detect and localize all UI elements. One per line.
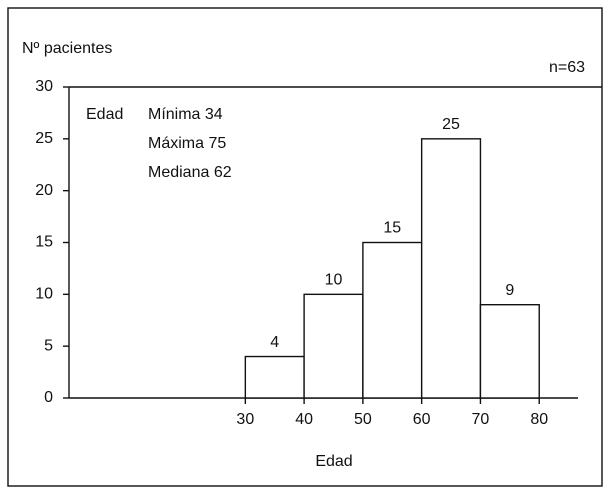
x-tick-label: 40 xyxy=(295,411,313,428)
note: n=63 xyxy=(549,59,585,76)
x-axis-label: Edad xyxy=(315,453,352,470)
y-tick-label: 5 xyxy=(44,337,53,354)
value-label: 25 xyxy=(442,116,460,133)
bar xyxy=(420,138,482,399)
bar xyxy=(362,241,423,399)
x-tick-label: 30 xyxy=(236,411,254,428)
y-axis-label: Nº pacientes xyxy=(22,40,112,57)
x-tick-label: 70 xyxy=(472,411,490,428)
y-tick-label: 0 xyxy=(44,389,53,406)
x-tick-label: 60 xyxy=(413,411,431,428)
value-label: 9 xyxy=(505,282,514,299)
frame xyxy=(7,7,603,487)
annotation-line: Máxima 75 xyxy=(148,135,226,152)
x-tick-label: 50 xyxy=(354,411,372,428)
bar xyxy=(303,293,364,399)
x-tick-label: 80 xyxy=(530,411,548,428)
y-tick-label: 10 xyxy=(35,286,53,303)
y-tick-label: 20 xyxy=(35,182,53,199)
annotation-line: Mediana 62 xyxy=(148,164,232,181)
value-label: 10 xyxy=(325,272,343,289)
value-label: 4 xyxy=(270,334,279,351)
y-tick-label: 25 xyxy=(35,130,53,147)
annotation-line: Mínima 34 xyxy=(148,106,223,123)
y-tick-label: 15 xyxy=(35,234,53,251)
bar xyxy=(479,304,540,399)
bar xyxy=(244,355,305,399)
annotation-label: Edad xyxy=(86,106,123,123)
value-label: 15 xyxy=(383,220,401,237)
y-tick-label: 30 xyxy=(35,78,53,95)
